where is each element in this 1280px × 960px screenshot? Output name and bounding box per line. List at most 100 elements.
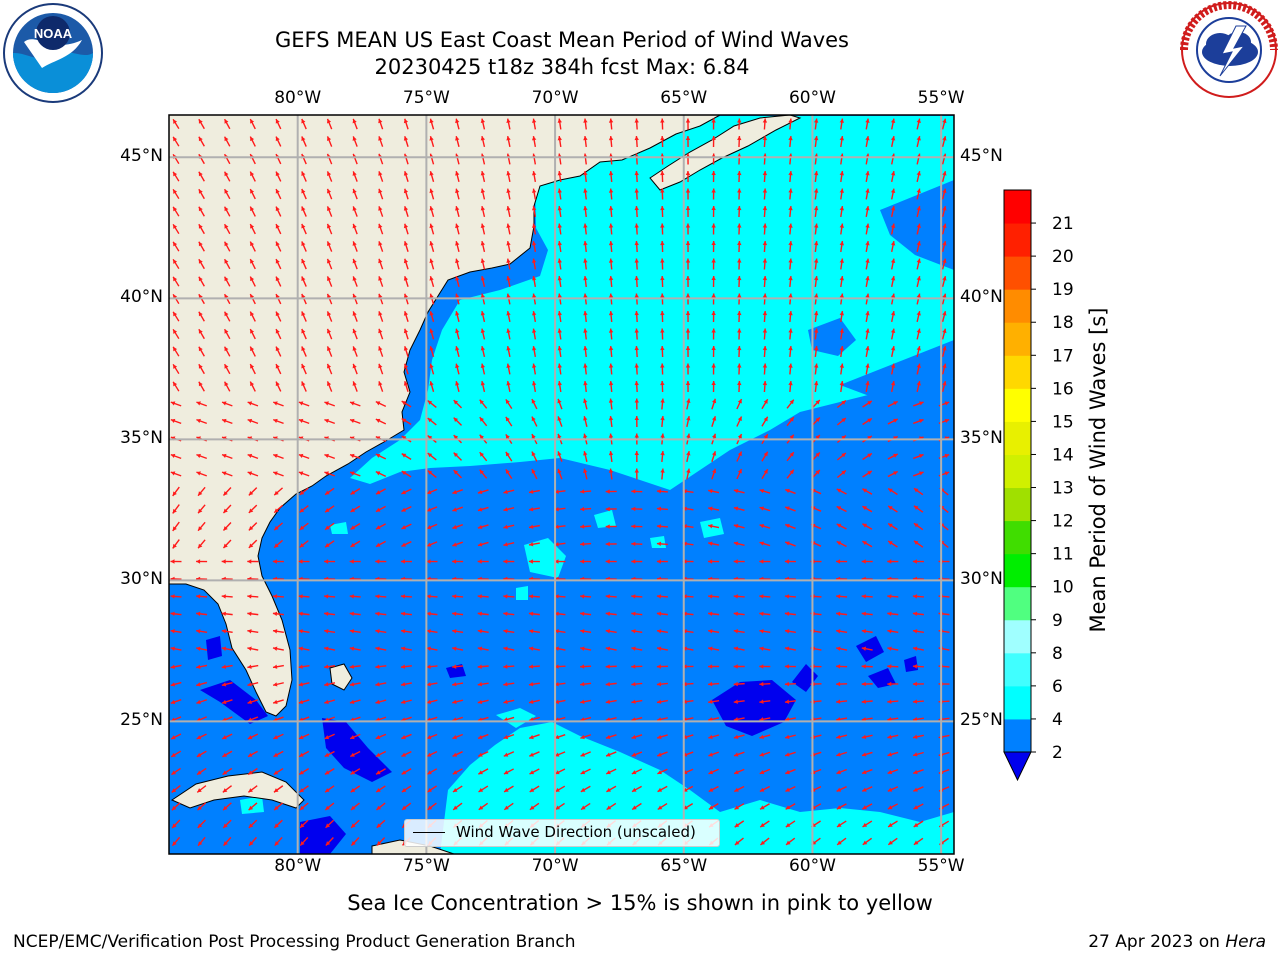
wave-direction-arrow [634, 135, 639, 148]
wave-direction-arrow [557, 275, 562, 288]
wave-direction-arrow [913, 820, 924, 828]
wave-direction-arrow [656, 699, 668, 704]
lat-tick-left: 30°N [120, 569, 163, 590]
wave-direction-arrow [400, 594, 412, 599]
wave-direction-arrow [631, 629, 643, 634]
wave-direction-arrow [839, 380, 844, 393]
period-zone-4-6s-patch [240, 796, 264, 814]
wave-direction-arrow [426, 541, 438, 547]
wave-direction-arrow [378, 136, 384, 147]
wave-direction-arrow [631, 768, 643, 775]
wave-direction-arrow [785, 837, 796, 846]
wave-direction-arrow [711, 398, 717, 410]
wave-direction-arrow [660, 223, 665, 235]
wave-direction-arrow [324, 453, 336, 460]
wave-direction-arrow [198, 276, 205, 287]
wave-direction-arrow [455, 241, 460, 252]
wave-direction-arrow [324, 540, 335, 548]
wave-direction-arrow [298, 664, 310, 669]
wave-direction-arrow [429, 276, 435, 287]
colorbar-tick-label: 18 [1052, 313, 1074, 333]
wave-direction-arrow [275, 171, 282, 182]
wave-direction-arrow [401, 453, 412, 460]
wave-direction-arrow [733, 523, 745, 529]
wave-direction-arrow [352, 258, 358, 270]
wave-direction-arrow [583, 363, 588, 375]
wave-direction-arrow [862, 417, 873, 426]
wave-direction-arrow [531, 468, 538, 480]
wave-direction-arrow [839, 310, 844, 323]
wave-direction-arrow [426, 506, 438, 512]
wave-direction-arrow [324, 505, 335, 513]
wave-direction-arrow [403, 346, 409, 357]
colorbar-bin [1004, 553, 1031, 588]
wave-direction-arrow [349, 611, 361, 617]
wave-direction-arrow [528, 559, 540, 564]
noaa-logo-text: NOAA [34, 26, 73, 41]
wave-direction-arrow [375, 418, 387, 425]
wave-direction-arrow [349, 401, 361, 407]
wave-direction-arrow [172, 223, 180, 235]
wave-direction-arrow [198, 118, 205, 130]
wave-direction-arrow [272, 664, 284, 669]
wave-direction-arrow [887, 418, 899, 425]
wave-direction-arrow [912, 629, 924, 634]
wave-direction-arrow [455, 171, 460, 182]
wave-direction-arrow [198, 363, 205, 375]
wave-direction-arrow [426, 523, 438, 530]
wave-direction-arrow [249, 118, 256, 130]
wave-direction-arrow [221, 629, 233, 634]
wave-direction-arrow [272, 401, 284, 407]
wave-direction-arrow [452, 506, 464, 512]
wave-direction-arrow [349, 646, 361, 651]
wave-direction-arrow [685, 380, 691, 393]
wave-direction-arrow [762, 205, 768, 218]
wave-direction-arrow [605, 559, 617, 564]
wave-direction-arrow [196, 594, 208, 599]
wave-direction-arrow [272, 453, 284, 460]
colorbar-tick-label: 13 [1052, 479, 1074, 499]
wave-direction-arrow [685, 170, 691, 183]
wave-direction-arrow [862, 523, 873, 530]
wave-direction-arrow [401, 768, 412, 775]
wave-direction-arrow [839, 135, 844, 148]
wave-direction-arrow [503, 802, 514, 811]
wave-direction-arrow [326, 188, 333, 200]
wave-direction-arrow [656, 611, 668, 617]
wave-direction-arrow [531, 205, 537, 218]
wave-direction-arrow [503, 751, 515, 757]
wave-direction-arrow [580, 699, 592, 704]
wave-direction-arrow [248, 539, 258, 549]
wave-direction-arrow [324, 594, 336, 599]
wave-direction-arrow [865, 363, 870, 375]
wave-direction-arrow [941, 328, 947, 340]
wave-direction-arrow [352, 188, 358, 200]
wave-direction-arrow [275, 118, 282, 130]
wave-direction-arrow [554, 594, 566, 599]
wave-direction-arrow [298, 646, 310, 651]
wave-direction-arrow [275, 188, 282, 200]
wave-direction-arrow [605, 699, 617, 704]
wave-direction-arrow [222, 802, 232, 811]
wave-direction-arrow [583, 205, 588, 218]
wave-direction-arrow [506, 345, 511, 358]
wave-direction-arrow [608, 310, 614, 323]
wave-direction-arrow [839, 188, 844, 200]
wave-direction-arrow [531, 451, 538, 462]
wave-direction-arrow [298, 471, 310, 477]
wave-direction-arrow [249, 241, 256, 252]
wave-direction-arrow [865, 118, 870, 130]
wave-direction-arrow [708, 559, 720, 564]
wave-direction-arrow [865, 170, 870, 183]
wave-direction-arrow [426, 751, 438, 757]
wave-direction-arrow [785, 523, 796, 530]
wave-direction-arrow [836, 768, 847, 775]
wave-direction-arrow [941, 136, 947, 147]
wave-direction-arrow [759, 559, 771, 564]
wave-direction-arrow [172, 328, 180, 340]
wave-direction-arrow [762, 328, 768, 340]
wave-direction-arrow [352, 223, 358, 235]
wave-direction-arrow [660, 468, 665, 480]
wave-direction-arrow [605, 524, 617, 529]
wave-direction-arrow [349, 664, 361, 669]
